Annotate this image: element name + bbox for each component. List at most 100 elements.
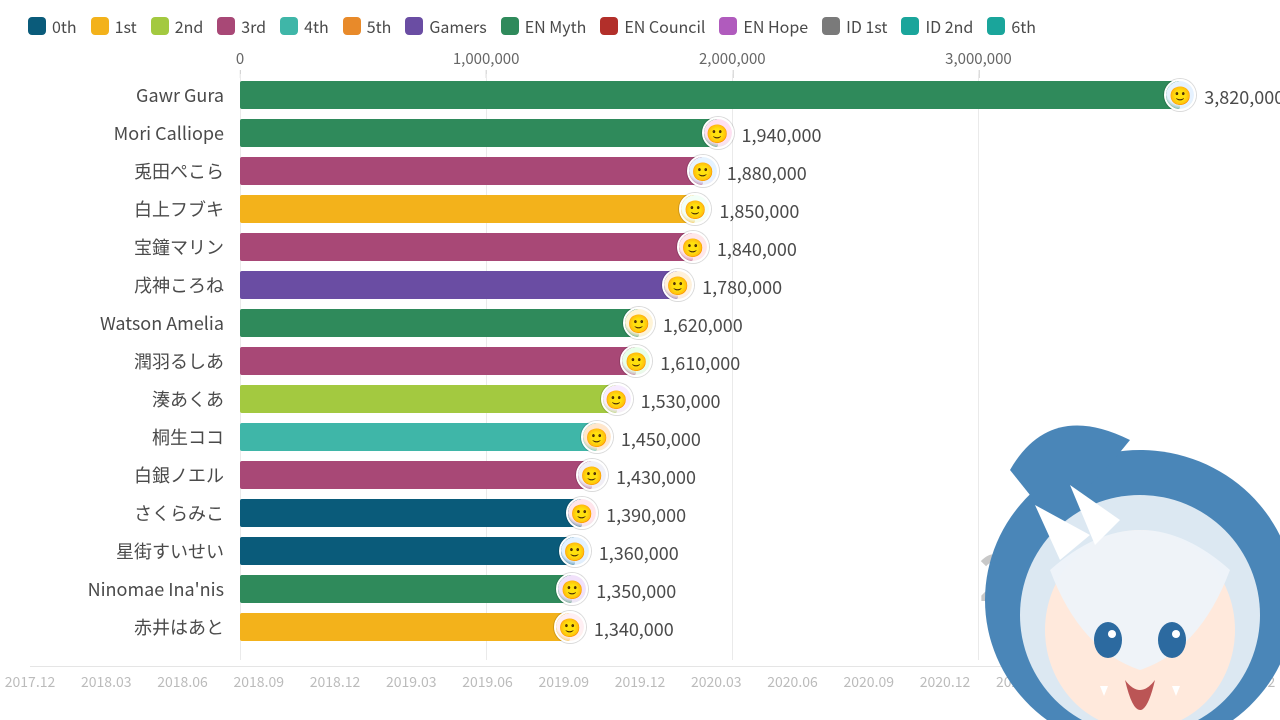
bar-avatar-icon: 🙂 <box>679 193 711 225</box>
bar-value-label: 1,360,000 <box>599 536 679 570</box>
avatar-face-icon: 🙂 <box>556 613 584 641</box>
legend-item: 0th <box>28 14 77 38</box>
bar-avatar-icon: 🙂 <box>556 573 588 605</box>
bar-avatar-icon: 🙂 <box>687 155 719 187</box>
timeline-tick: 2020.09 <box>843 672 894 692</box>
bar-value-label: 1,840,000 <box>717 232 797 266</box>
timeline-tick: 2020.12 <box>920 672 971 692</box>
bar-row: 🙂1,880,000 <box>240 154 1200 192</box>
bar <box>240 575 572 603</box>
y-label: Ninomae Ina'nis <box>0 572 232 610</box>
legend-item: 5th <box>343 14 392 38</box>
avatar-face-icon: 🙂 <box>704 119 732 147</box>
legend-label: ID 1st <box>846 14 887 38</box>
bar-row: 🙂1,610,000 <box>240 344 1200 382</box>
legend-swatch <box>280 17 298 35</box>
y-label: Mori Calliope <box>0 116 232 154</box>
date-stamp: 2022.02 <box>979 528 1240 620</box>
avatar-face-icon: 🙂 <box>664 271 692 299</box>
avatar-face-icon: 🙂 <box>603 385 631 413</box>
legend-item: ID 1st <box>822 14 887 38</box>
timeline-marker-icon: ↓ <box>1242 658 1258 682</box>
legend-swatch <box>901 17 919 35</box>
bar <box>240 385 617 413</box>
timeline-tick: 2018.06 <box>157 672 208 692</box>
y-label: 潤羽るしあ <box>0 344 232 382</box>
legend-label: EN Myth <box>525 14 587 38</box>
y-label: Gawr Gura <box>0 78 232 116</box>
legend-swatch <box>600 17 618 35</box>
avatar-face-icon: 🙂 <box>689 157 717 185</box>
legend-item: EN Council <box>600 14 705 38</box>
x-tick: 3,000,000 <box>945 48 1012 69</box>
legend-item: ID 2nd <box>901 14 973 38</box>
bar-avatar-icon: 🙂 <box>581 421 613 453</box>
y-label: 白銀ノエル <box>0 458 232 496</box>
legend-label: 0th <box>52 14 77 38</box>
bar <box>240 119 718 147</box>
legend-label: EN Council <box>624 14 705 38</box>
bar-row: 🙂 1,780,000 <box>240 268 1200 306</box>
bar-avatar-icon: 🙂 <box>554 611 586 643</box>
avatar-face-icon: 🙂 <box>578 461 606 489</box>
bar-value-label: 1,620,000 <box>663 308 743 342</box>
avatar-face-icon: 🙂 <box>561 537 589 565</box>
bar <box>240 309 639 337</box>
bar-value-label: 1,610,000 <box>660 346 740 380</box>
bar-avatar-icon: 🙂 <box>662 269 694 301</box>
timeline-tick: 2021.03 <box>996 672 1047 692</box>
legend-swatch <box>28 17 46 35</box>
timeline-tick: 2018.09 <box>233 672 284 692</box>
legend-label: 6th <box>1011 14 1036 38</box>
bar <box>240 537 575 565</box>
legend-item: EN Myth <box>501 14 587 38</box>
bar-row: 🙂1,840,000 <box>240 230 1200 268</box>
legend-label: ID 2nd <box>925 14 973 38</box>
bar <box>240 195 695 223</box>
legend-swatch <box>405 17 423 35</box>
avatar-face-icon: 🙂 <box>558 575 586 603</box>
total-stamp: Total: 58,175,000 <box>1006 610 1240 654</box>
legend-label: 2nd <box>175 14 204 38</box>
bar-value-label: 1,780,000 <box>702 270 782 304</box>
bar-value-label: 1,430,000 <box>616 460 696 494</box>
legend-label: 3rd <box>241 14 266 38</box>
y-label: 戌神ころね <box>0 268 232 306</box>
bar-value-label: 1,390,000 <box>606 498 686 532</box>
y-label: Watson Amelia <box>0 306 232 344</box>
timeline-tick: 2019.09 <box>538 672 589 692</box>
bar-avatar-icon: 🙂 <box>566 497 598 529</box>
bar-value-label: 1,850,000 <box>719 194 799 228</box>
timeline-tick: 2020.03 <box>691 672 742 692</box>
legend-item: 3rd <box>217 14 266 38</box>
bar-row: 🙂1,620,000 <box>240 306 1200 344</box>
y-label: さくらみこ <box>0 496 232 534</box>
y-label: 兎田ぺこら <box>0 154 232 192</box>
y-label: 白上フブキ <box>0 192 232 230</box>
timeline-tick: 2019.06 <box>462 672 513 692</box>
legend-label: 4th <box>304 14 329 38</box>
timeline-tick: 2018.12 <box>310 672 361 692</box>
timeline-axis: 2017.122018.032018.062018.092018.122019.… <box>30 666 1250 696</box>
avatar-face-icon: 🙂 <box>568 499 596 527</box>
x-tick: 0 <box>236 48 244 69</box>
timeline-tick: 2019.03 <box>386 672 437 692</box>
legend-swatch <box>151 17 169 35</box>
legend-swatch <box>987 17 1005 35</box>
timeline-tick: 2017.12 <box>5 672 56 692</box>
bar-avatar-icon: 🙂 <box>623 307 655 339</box>
y-label: 宝鐘マリン <box>0 230 232 268</box>
legend-item: 1st <box>91 14 137 38</box>
legend-item: 2nd <box>151 14 204 38</box>
bar-avatar-icon: 🙂 <box>702 117 734 149</box>
bar-value-label: 3,820,000 <box>1204 80 1280 114</box>
legend-label: EN Hope <box>743 14 808 38</box>
legend-item: 4th <box>280 14 329 38</box>
legend-label: Gamers <box>429 14 486 38</box>
legend-swatch <box>719 17 737 35</box>
y-label: 桐生ココ <box>0 420 232 458</box>
y-label: 星街すいせい <box>0 534 232 572</box>
timeline-tick: 2019.12 <box>615 672 666 692</box>
bar <box>240 423 597 451</box>
bar-value-label: 1,530,000 <box>641 384 721 418</box>
